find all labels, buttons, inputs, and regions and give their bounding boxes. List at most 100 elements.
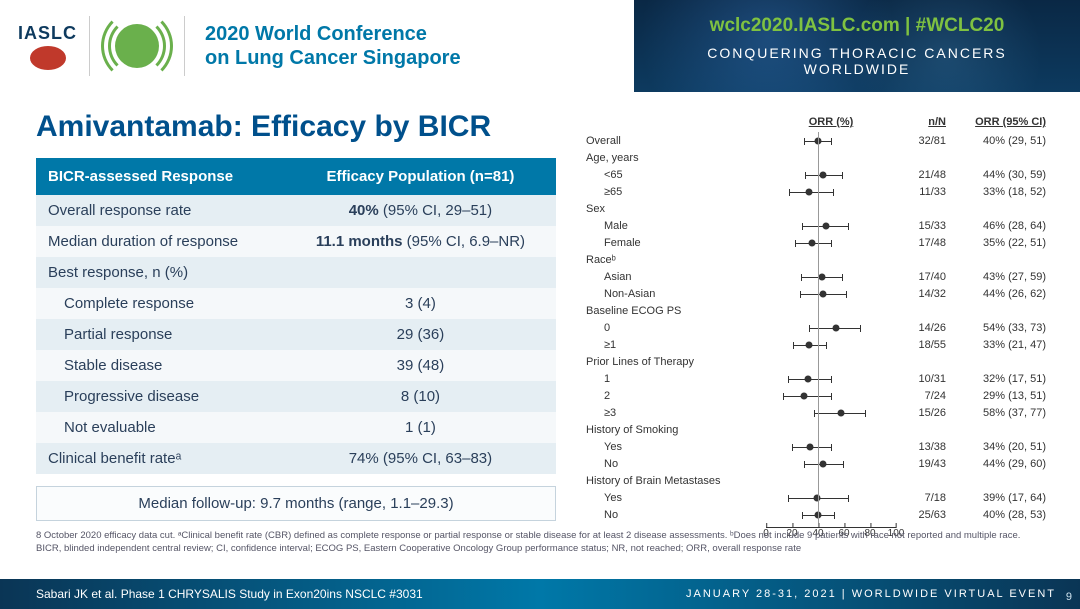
forest-row: Female 17/4835% (22, 51): [586, 234, 1048, 251]
forest-row-label: ≥1: [586, 339, 766, 351]
table-header-response: BICR-assessed Response: [36, 158, 285, 195]
table-cell-value: 29 (36): [285, 319, 556, 350]
forest-row-ci: 33% (21, 47): [946, 339, 1046, 351]
table-cell-value: [285, 257, 556, 288]
fh-ci: ORR (95% CI): [946, 116, 1046, 128]
followup-box: Median follow-up: 9.7 months (range, 1.1…: [36, 486, 556, 521]
conference-logo-icon: [102, 11, 172, 81]
forest-row: Baseline ECOG PS: [586, 302, 1048, 319]
forest-row-ci: 34% (20, 51): [946, 441, 1046, 453]
forest-row-ci: 40% (29, 51): [946, 135, 1046, 147]
forest-row-plot: [766, 472, 896, 489]
efficacy-table: BICR-assessed Response Efficacy Populati…: [36, 158, 556, 474]
forest-row-n: 14/26: [896, 322, 946, 334]
table-header-population: Efficacy Population (n=81): [285, 158, 556, 195]
forest-row-plot: [766, 234, 896, 251]
footnote: 8 October 2020 efficacy data cut. ᵃClini…: [36, 530, 1048, 556]
forest-row-n: 15/26: [896, 407, 946, 419]
forest-row-plot: [766, 370, 896, 387]
forest-row: History of Smoking: [586, 421, 1048, 438]
table-cell-label: Partial response: [36, 319, 285, 350]
forest-row: 014/2654% (33, 73): [586, 319, 1048, 336]
forest-row: Sex: [586, 200, 1048, 217]
forest-row-label: Yes: [586, 492, 766, 504]
forest-row: Male 15/3346% (28, 64): [586, 217, 1048, 234]
forest-row: Prior Lines of Therapy: [586, 353, 1048, 370]
forest-row-label: Raceᵇ: [586, 254, 766, 266]
forest-row: Asian 17/4043% (27, 59): [586, 268, 1048, 285]
forest-headers: ORR (%) n/N ORR (95% CI): [586, 116, 1048, 128]
forest-row-ci: 33% (18, 52): [946, 186, 1046, 198]
forest-row-ci: 46% (28, 64): [946, 220, 1046, 232]
forest-row-plot: [766, 200, 896, 217]
table-cell-label: Not evaluable: [36, 412, 285, 443]
forest-row-plot: [766, 506, 896, 523]
forest-row-label: Non-Asian: [586, 288, 766, 300]
forest-row-n: 17/40: [896, 271, 946, 283]
forest-row: <6521/4844% (30, 59): [586, 166, 1048, 183]
right-column: ORR (%) n/N ORR (95% CI) Overall32/8140%…: [586, 110, 1048, 545]
table-cell-label: Complete response: [36, 288, 285, 319]
forest-row-n: 18/55: [896, 339, 946, 351]
conf-line1: 2020 World Conference: [205, 22, 461, 46]
forest-row-ci: 39% (17, 64): [946, 492, 1046, 504]
forest-row-label: Female: [586, 237, 766, 249]
forest-row-label: Asian: [586, 271, 766, 283]
forest-row-ci: 54% (33, 73): [946, 322, 1046, 334]
forest-row-label: Sex: [586, 203, 766, 215]
forest-row: 27/2429% (13, 51): [586, 387, 1048, 404]
forest-row: ≥65 11/3333% (18, 52): [586, 183, 1048, 200]
table-cell-label: Median duration of response: [36, 226, 285, 257]
forest-row-ci: 35% (22, 51): [946, 237, 1046, 249]
forest-row-plot: [766, 438, 896, 455]
table-cell-label: Overall response rate: [36, 195, 285, 226]
forest-row-n: 15/33: [896, 220, 946, 232]
forest-row-n: 21/48: [896, 169, 946, 181]
forest-row: Yes7/1839% (17, 64): [586, 489, 1048, 506]
table-cell-value: 11.1 months (95% CI, 6.9–NR): [285, 226, 556, 257]
forest-row: ≥315/2658% (37, 77): [586, 404, 1048, 421]
forest-row-n: 11/33: [896, 186, 946, 198]
forest-row-plot: [766, 251, 896, 268]
forest-row-ci: 29% (13, 51): [946, 390, 1046, 402]
forest-row-label: No: [586, 509, 766, 521]
forest-row-n: 7/24: [896, 390, 946, 402]
forest-row: Yes 13/3834% (20, 51): [586, 438, 1048, 455]
forest-row-label: History of Brain Metastases: [586, 475, 766, 487]
forest-row: Age, years: [586, 149, 1048, 166]
forest-row-label: 1: [586, 373, 766, 385]
forest-row-ci: 58% (37, 77): [946, 407, 1046, 419]
forest-row-label: Male: [586, 220, 766, 232]
forest-row-label: History of Smoking: [586, 424, 766, 436]
page-number: 9: [1066, 591, 1072, 603]
forest-row-plot: [766, 319, 896, 336]
forest-row-label: ≥65: [586, 186, 766, 198]
forest-row-plot: [766, 353, 896, 370]
table-cell-label: Stable disease: [36, 350, 285, 381]
forest-row: ≥1 18/5533% (21, 47): [586, 336, 1048, 353]
header-url: wclc2020.IASLC.com | #WCLC20: [654, 15, 1060, 37]
lung-icon: [30, 46, 66, 70]
forest-row: Non-Asian14/3244% (26, 62): [586, 285, 1048, 302]
forest-row-label: <65: [586, 169, 766, 181]
forest-row-plot: [766, 268, 896, 285]
forest-row-n: 13/38: [896, 441, 946, 453]
divider: [184, 16, 185, 76]
forest-row-label: Yes: [586, 441, 766, 453]
forest-row-n: 17/48: [896, 237, 946, 249]
forest-row-n: 25/63: [896, 509, 946, 521]
forest-row-ci: 40% (28, 53): [946, 509, 1046, 521]
forest-row-ci: 43% (27, 59): [946, 271, 1046, 283]
fh-blank: [586, 116, 766, 128]
divider: [89, 16, 90, 76]
table-cell-label: Clinical benefit rateᵃ: [36, 443, 285, 474]
forest-row: No19/4344% (29, 60): [586, 455, 1048, 472]
forest-row-n: 14/32: [896, 288, 946, 300]
forest-row-plot: [766, 132, 896, 149]
table-cell-label: Best response, n (%): [36, 257, 285, 288]
forest-plot: ORR (%) n/N ORR (95% CI) Overall32/8140%…: [586, 116, 1048, 545]
forest-row-plot: [766, 149, 896, 166]
fh-orr: ORR (%): [766, 116, 896, 128]
table-cell-value: 39 (48): [285, 350, 556, 381]
forest-row-ci: 44% (29, 60): [946, 458, 1046, 470]
